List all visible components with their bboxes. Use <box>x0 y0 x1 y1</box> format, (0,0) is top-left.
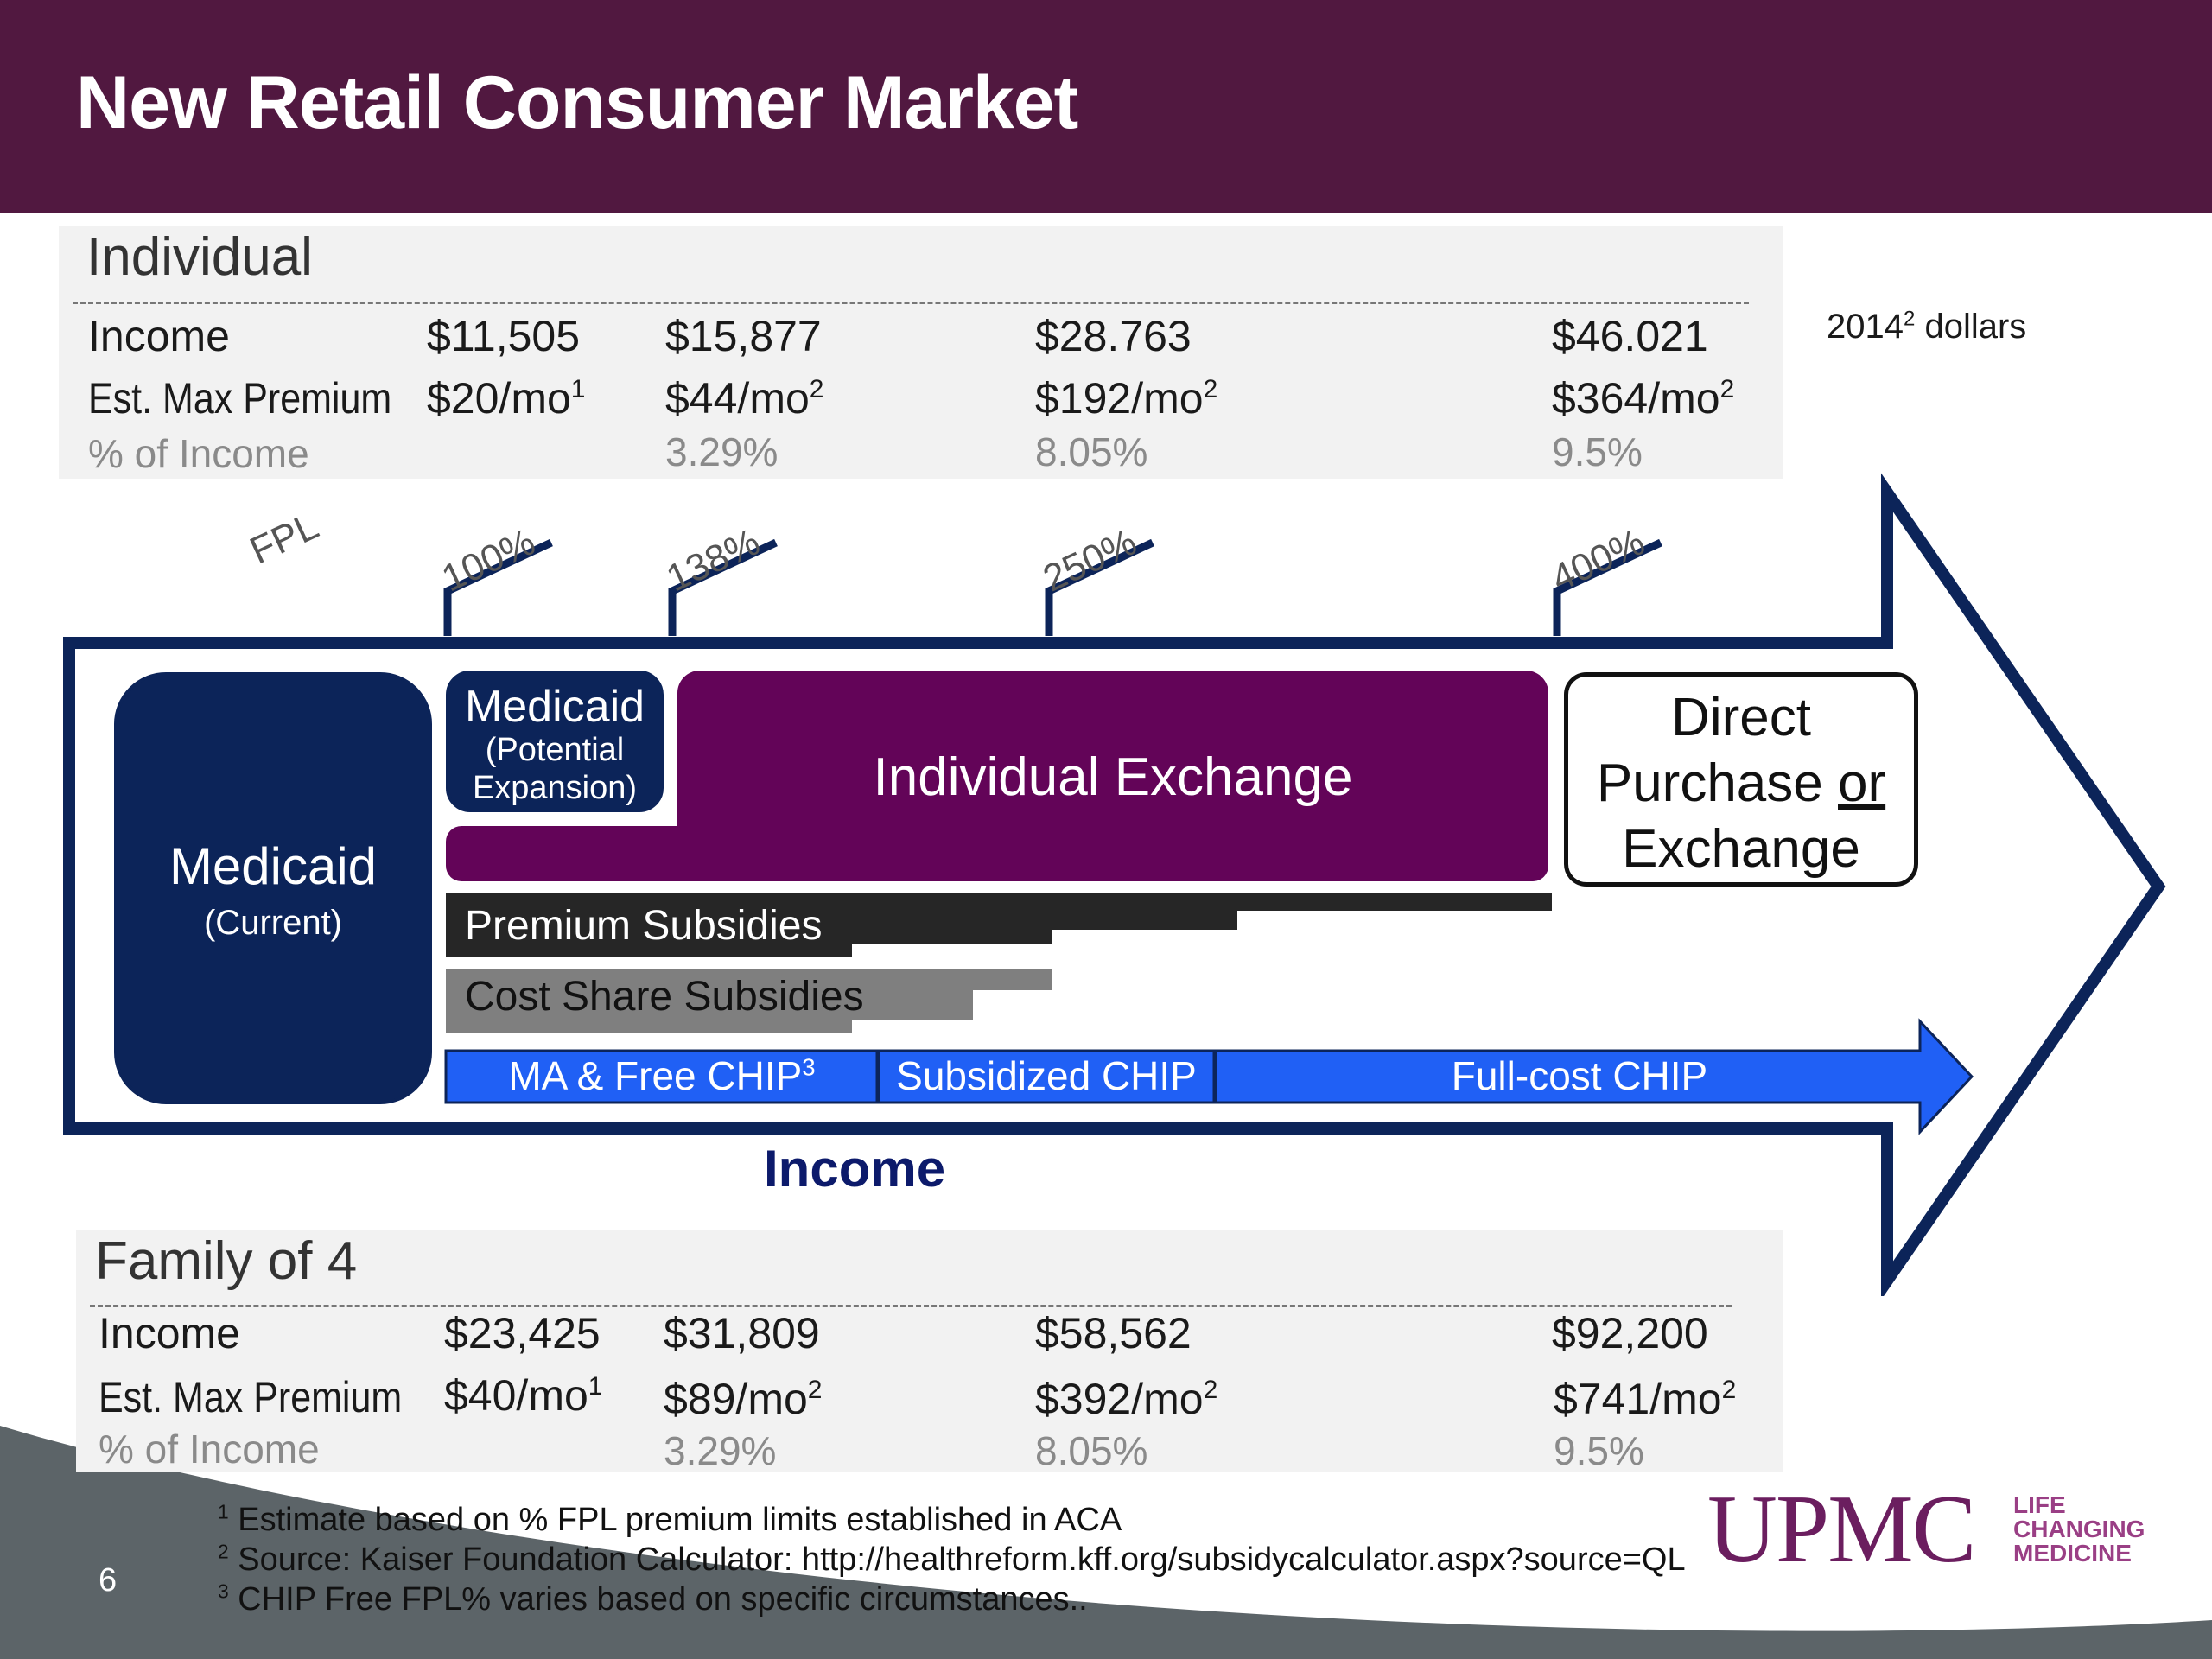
medicaid-expansion-sub2: Expansion) <box>472 770 638 806</box>
family-percent-label: % of Income <box>99 1427 320 1471</box>
individual-title: Individual <box>86 227 313 287</box>
fpl-tick-100 <box>443 538 553 636</box>
upmc-tagline-2: CHANGING <box>2013 1516 2145 1542</box>
direct-purchase-line2: Purchase or <box>1596 753 1886 813</box>
medicaid-expansion-title: Medicaid <box>464 682 645 732</box>
premium-subsidies-step-1 <box>446 893 852 957</box>
family-income-4: $92,200 <box>1552 1309 1708 1357</box>
individual-income-4: $46.021 <box>1552 312 1708 360</box>
fpl-tick-138 <box>668 538 778 636</box>
upmc-tagline-1: LIFE <box>2013 1491 2066 1518</box>
individual-percent-2: 3.29% <box>665 429 779 474</box>
individual-income-1: $11,505 <box>427 312 581 360</box>
footnote-1: 1 Estimate based on % FPL premium limits… <box>218 1500 1122 1538</box>
family-income-3: $58,562 <box>1035 1309 1192 1357</box>
direct-purchase-line1: Direct <box>1671 688 1811 747</box>
individual-premium-2: $44/mo2 <box>665 374 824 423</box>
fpl-tick-marks <box>443 538 1662 636</box>
family-title: Family of 4 <box>95 1231 358 1291</box>
direct-purchase-box: Direct Purchase or Exchange <box>1564 672 1918 887</box>
individual-percent-4: 9.5% <box>1552 429 1643 474</box>
page-number: 6 <box>99 1562 118 1599</box>
family-premium-1: $40/mo1 <box>444 1371 603 1420</box>
medicaid-current-sub: (Current) <box>203 904 343 942</box>
individual-divider <box>73 302 1749 304</box>
individual-premium-4: $364/mo2 <box>1552 374 1735 423</box>
individual-income-2: $15,877 <box>665 312 822 360</box>
individual-exchange-label: Individual Exchange <box>873 747 1353 807</box>
family-income-label: Income <box>99 1309 240 1357</box>
family-percent-4: 9.5% <box>1554 1428 1644 1473</box>
family-percent-3: 8.05% <box>1035 1428 1148 1473</box>
medicaid-expansion-sub1: (Potential <box>485 732 625 768</box>
footnote-3: 3 CHIP Free FPL% varies based on specifi… <box>218 1580 1088 1618</box>
family-income-1: $23,425 <box>444 1309 601 1357</box>
medicaid-current-box: Medicaid (Current) <box>114 672 432 1104</box>
cost-share-step-1 <box>446 969 852 1033</box>
family-panel <box>76 1230 1783 1472</box>
fpl-tick-400 <box>1553 538 1662 636</box>
individual-percent-label: % of Income <box>88 431 309 476</box>
individual-premium-label: Est. Max Premium <box>88 374 392 423</box>
upmc-logo: UPMC LIFE CHANGING MEDICINE <box>1707 1478 2165 1581</box>
income-axis-label: Income <box>764 1140 946 1198</box>
chip-arrow <box>444 1018 1974 1135</box>
slide-header: New Retail Consumer Market <box>0 0 2212 213</box>
dollars-note: 20142 dollars <box>1827 307 2027 346</box>
cost-share-subsidies-label: Cost Share Subsidies <box>465 974 864 1020</box>
individual-percent-3: 8.05% <box>1035 429 1148 474</box>
individual-premium-3: $192/mo2 <box>1035 374 1218 423</box>
slide-title: New Retail Consumer Market <box>76 61 1078 144</box>
upmc-wordmark: UPMC <box>1707 1476 1976 1583</box>
individual-premium-1: $20/mo1 <box>427 374 586 423</box>
individual-panel <box>59 226 1783 479</box>
premium-subsidies-label: Premium Subsidies <box>465 903 823 949</box>
individual-income-3: $28.763 <box>1035 312 1192 360</box>
family-premium-4: $741/mo2 <box>1554 1375 1737 1423</box>
fpl-tick-250 <box>1045 538 1154 636</box>
direct-purchase-line3: Exchange <box>1622 819 1860 879</box>
family-percent-2: 3.29% <box>664 1428 777 1473</box>
individual-exchange-bar <box>446 826 1548 881</box>
footer-wave <box>0 1426 2212 1659</box>
chip-full-cost-label: Full-cost CHIP <box>1451 1053 1708 1098</box>
family-premium-2: $89/mo2 <box>664 1375 823 1423</box>
upmc-tagline-3: MEDICINE <box>2013 1540 2132 1567</box>
individual-income-label: Income <box>88 312 230 360</box>
medicaid-expansion-box: Medicaid (Potential Expansion) <box>446 671 664 812</box>
chip-arrow-shape <box>444 1018 1974 1135</box>
family-premium-3: $392/mo2 <box>1035 1375 1218 1423</box>
family-income-2: $31,809 <box>664 1309 820 1357</box>
family-divider <box>90 1305 1732 1307</box>
footnote-2: 2 Source: Kaiser Foundation Calculator: … <box>218 1540 1686 1578</box>
family-premium-label: Est. Max Premium <box>99 1373 403 1421</box>
chip-free-label: MA & Free CHIP3 <box>508 1053 816 1098</box>
chip-subsidized-label: Subsidized CHIP <box>896 1053 1197 1098</box>
medicaid-current-title: Medicaid <box>168 837 378 895</box>
